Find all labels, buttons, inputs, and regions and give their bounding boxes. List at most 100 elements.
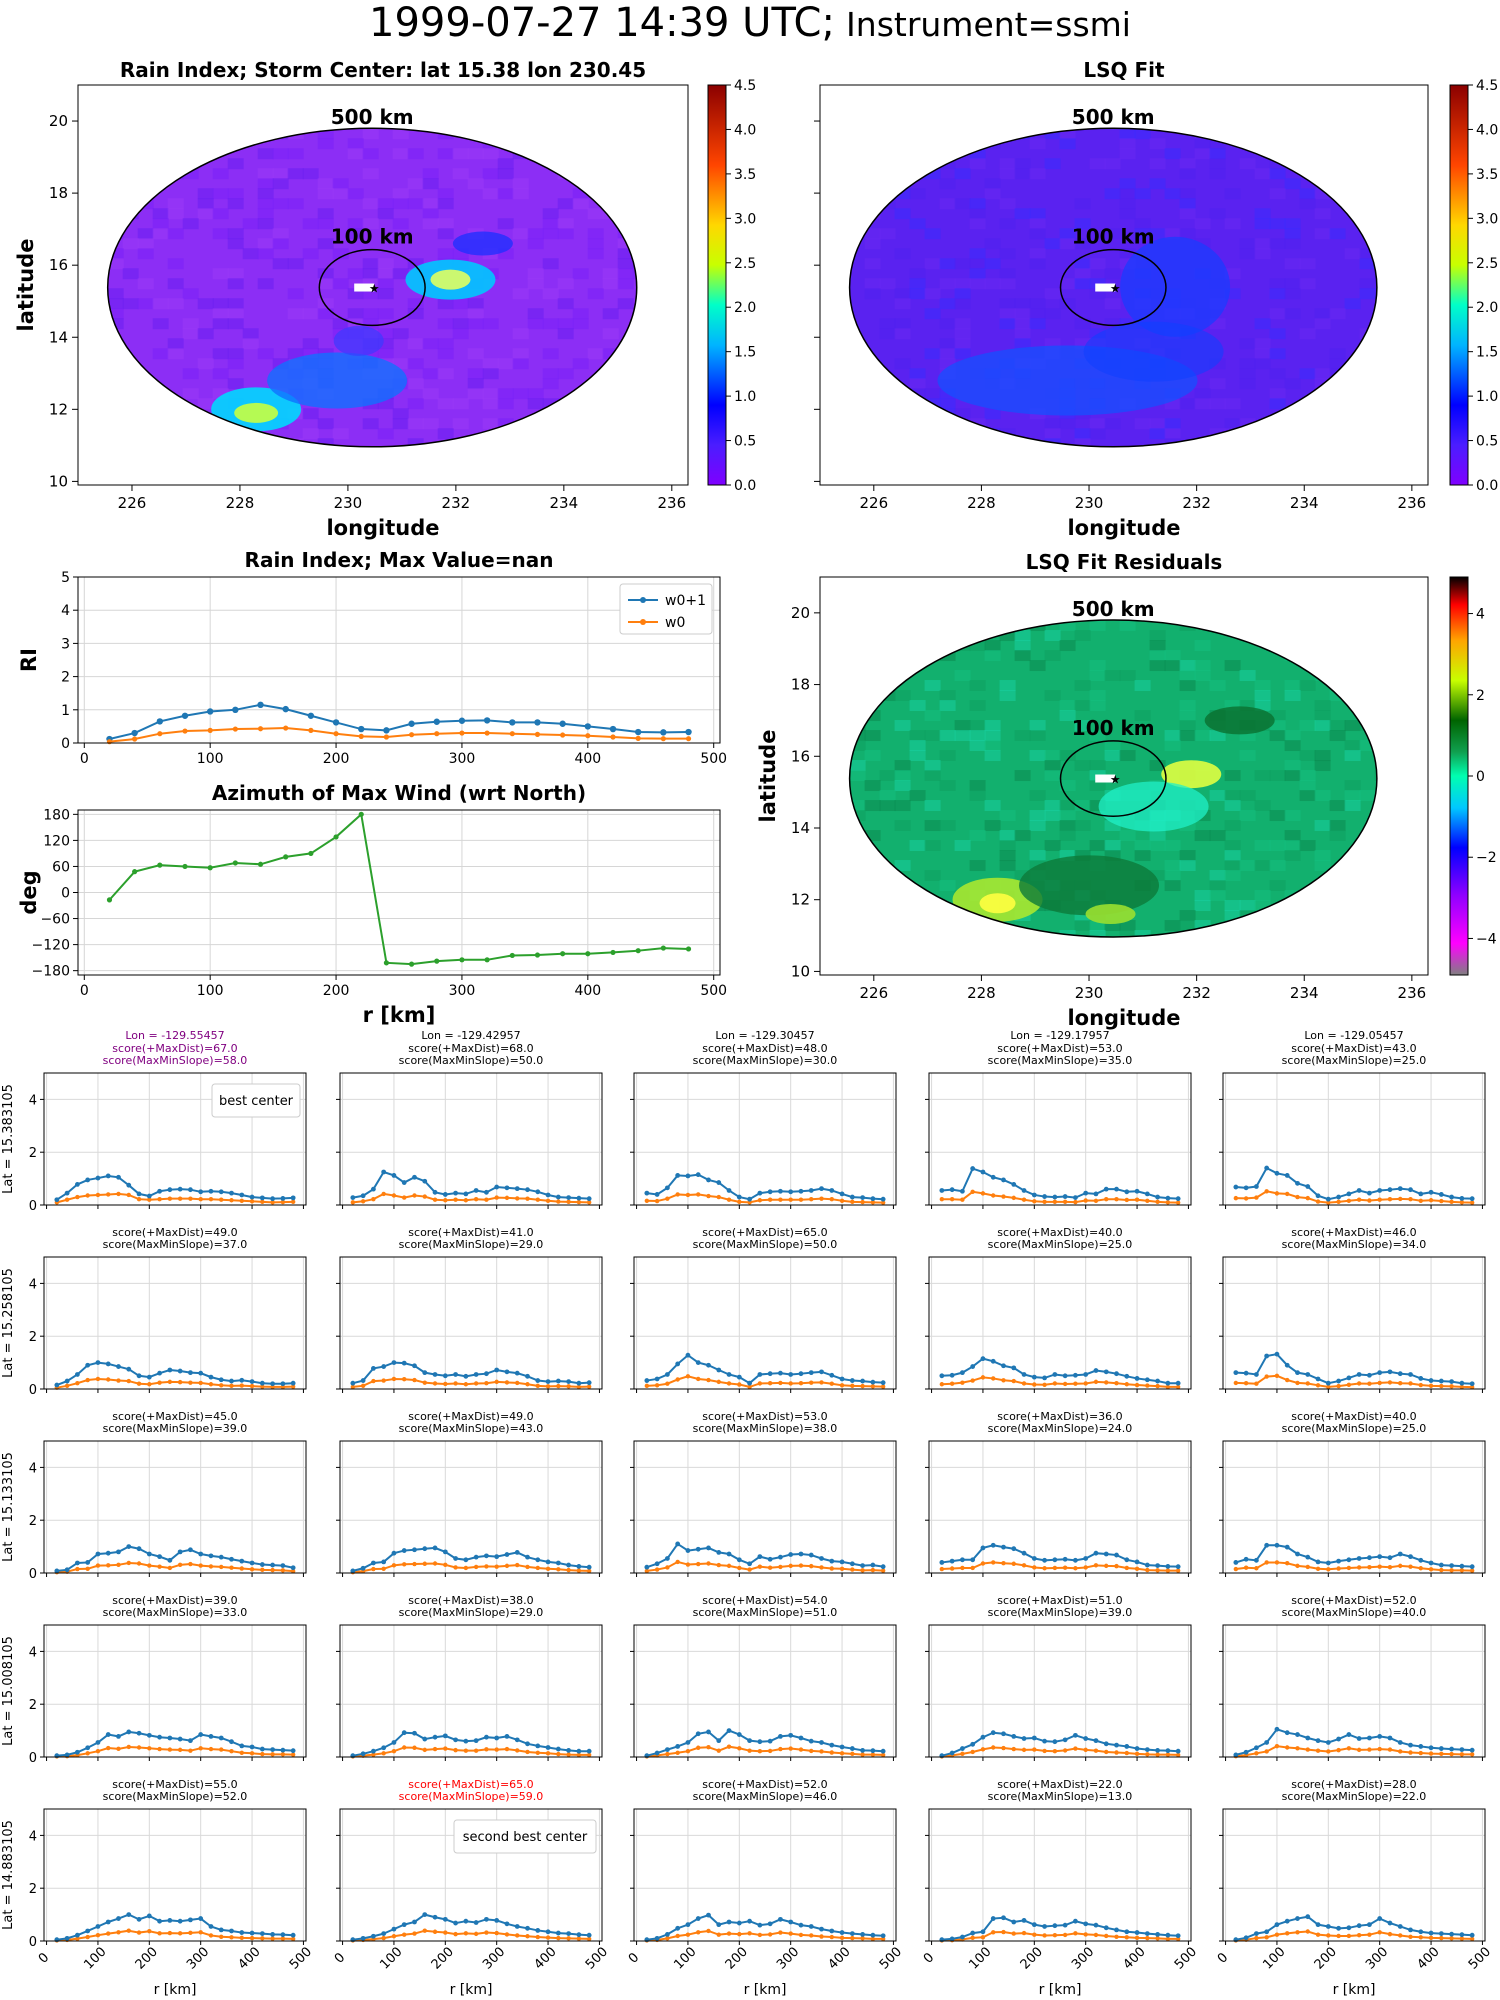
data-point xyxy=(422,1747,427,1753)
data-point xyxy=(218,1927,224,1933)
data-point xyxy=(85,1928,91,1934)
data-point xyxy=(147,1563,152,1568)
data-cell xyxy=(362,268,379,280)
series-line-w0+1 xyxy=(941,1544,1179,1568)
data-point xyxy=(696,1745,701,1750)
data-cell xyxy=(1269,910,1286,922)
y-axis-label: deg xyxy=(17,870,41,914)
x-tick-label: 200 xyxy=(723,1944,751,1972)
data-cell xyxy=(407,338,424,350)
data-point xyxy=(757,1748,763,1754)
data-point xyxy=(1439,1198,1444,1204)
data-point xyxy=(829,1934,834,1940)
data-cell xyxy=(587,228,604,240)
data-cell xyxy=(1254,348,1271,360)
data-cell xyxy=(1329,660,1346,672)
data-cell xyxy=(467,318,484,330)
series-line-azimuth xyxy=(108,812,689,966)
data-cell xyxy=(1284,418,1301,430)
data-cell xyxy=(392,128,409,140)
data-cell xyxy=(332,318,349,330)
data-point xyxy=(504,1932,510,1937)
data-cell xyxy=(1044,800,1061,812)
colorbar-tick-label: 4.5 xyxy=(734,78,756,94)
data-point xyxy=(463,1748,469,1753)
data-point xyxy=(463,1565,469,1571)
data-point xyxy=(95,1360,101,1365)
data-cell xyxy=(212,228,229,240)
data-point xyxy=(208,1746,214,1752)
data-point xyxy=(514,1186,520,1192)
data-point xyxy=(788,1189,794,1195)
data-cell xyxy=(557,198,574,210)
data-cell xyxy=(1314,650,1331,662)
data-cell xyxy=(1224,800,1241,812)
data-cell xyxy=(1344,720,1361,732)
axes-frame xyxy=(339,1808,603,1942)
panel-score-maxdist: score(+MaxDist)=65.0 xyxy=(702,1226,827,1239)
data-cell xyxy=(1059,278,1076,290)
data-cell xyxy=(864,830,881,842)
data-point xyxy=(664,1747,670,1753)
data-cell xyxy=(1374,930,1377,937)
data-point xyxy=(880,1748,886,1754)
legend-marker xyxy=(640,619,646,625)
data-cell xyxy=(1059,418,1076,430)
data-point xyxy=(1325,1196,1331,1202)
data-point xyxy=(131,729,138,737)
data-cell xyxy=(924,900,941,912)
data-point xyxy=(1052,1381,1058,1386)
data-point xyxy=(198,1916,204,1921)
data-point xyxy=(1367,1381,1372,1386)
data-cell xyxy=(1374,770,1377,782)
data-cell xyxy=(909,750,926,762)
data-point xyxy=(1175,1568,1181,1573)
data-cell xyxy=(1329,158,1346,170)
data-cell xyxy=(1029,850,1046,862)
data-point xyxy=(432,1197,438,1202)
data-point xyxy=(401,1922,407,1928)
data-point xyxy=(767,1189,773,1195)
data-cell xyxy=(1299,750,1316,762)
data-cell xyxy=(452,318,469,330)
data-cell xyxy=(167,228,184,240)
data-point xyxy=(1264,1542,1270,1548)
data-point xyxy=(1253,1372,1259,1377)
axes-title: Rain Index; Storm Center: lat 15.38 lon … xyxy=(120,58,646,82)
data-cell xyxy=(1119,198,1136,210)
data-point xyxy=(860,1568,865,1573)
data-point xyxy=(381,1935,386,1941)
data-point xyxy=(391,1376,397,1382)
data-point xyxy=(566,1748,572,1753)
data-point xyxy=(1428,1198,1434,1203)
data-cell xyxy=(849,158,866,170)
data-point xyxy=(525,1382,530,1387)
data-cell xyxy=(497,128,514,140)
data-point xyxy=(1021,1930,1027,1936)
data-point xyxy=(1439,1935,1444,1941)
data-point xyxy=(1062,1932,1068,1938)
series-line-w0 xyxy=(56,1929,294,1942)
axes-frame xyxy=(633,1808,897,1942)
data-point xyxy=(757,1932,763,1938)
data-point xyxy=(509,952,515,959)
data-point xyxy=(706,1729,711,1735)
data-point xyxy=(218,1377,224,1383)
data-cell xyxy=(1089,700,1106,712)
data-point xyxy=(1103,1551,1109,1557)
data-point xyxy=(249,1199,255,1204)
data-point xyxy=(991,1745,996,1750)
data-cell xyxy=(407,438,424,447)
data-cell xyxy=(1074,198,1091,210)
data-point xyxy=(198,1732,204,1737)
data-point xyxy=(788,1197,793,1202)
data-cell xyxy=(984,238,1001,250)
y-tick-label: 12 xyxy=(791,891,810,909)
data-point xyxy=(635,735,641,741)
data-point xyxy=(188,1917,193,1923)
data-point xyxy=(146,1551,152,1557)
data-cell xyxy=(894,860,911,872)
y-tick-label: 18 xyxy=(49,184,68,202)
data-point xyxy=(371,1196,376,1202)
